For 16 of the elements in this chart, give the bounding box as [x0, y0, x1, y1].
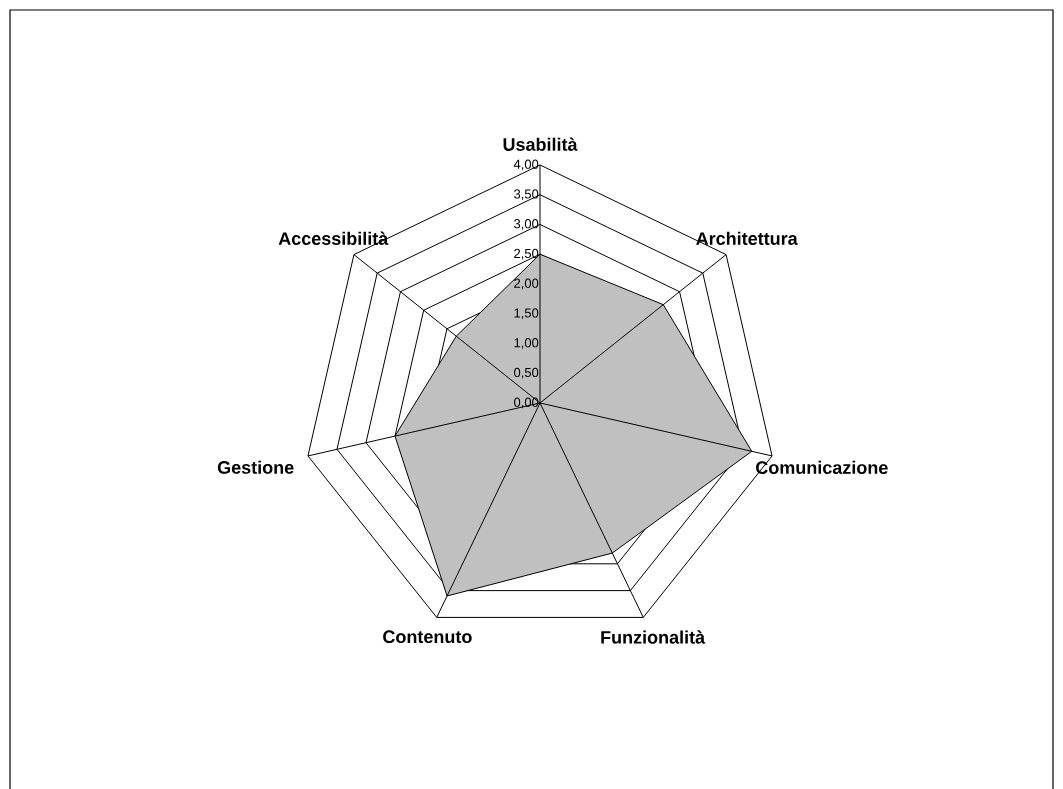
spoke-label: Contenuto	[383, 630, 472, 644]
y-tick-label: 0,50	[514, 367, 539, 379]
spoke-label: Funzionalità	[601, 630, 706, 644]
y-tick-label: 0,00	[514, 397, 539, 409]
y-tick-label: 4,00	[513, 159, 539, 171]
spoke-label: Architettura	[696, 231, 798, 245]
y-tick-label: 3,00	[514, 219, 539, 230]
spoke-label: Accessibilità	[278, 231, 389, 245]
spoke-label: Usabilità	[503, 137, 578, 151]
y-tick-label: 1,00	[514, 338, 539, 349]
y-tick-label: 2,00	[514, 278, 539, 290]
spoke-label: Gestione	[217, 460, 294, 474]
y-tick-label: 2,50	[514, 248, 539, 260]
spoke-label: Comunicazione	[756, 460, 888, 475]
y-tick-label: 1,50	[514, 308, 539, 320]
y-tick-label: 3,50	[514, 189, 539, 201]
